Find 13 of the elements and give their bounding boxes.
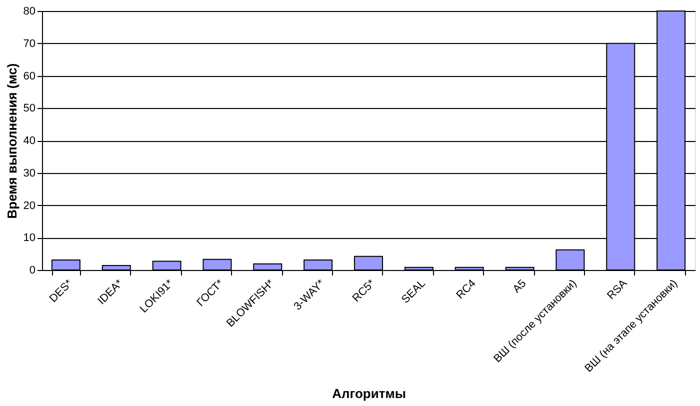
y-tick-label: 20 — [23, 200, 36, 212]
x-axis-title: Алгоритмы — [332, 386, 406, 402]
x-tick-label: A5 — [510, 278, 529, 296]
bar — [253, 263, 282, 270]
y-tick-label: 40 — [23, 135, 36, 147]
y-tick-label: 30 — [23, 167, 36, 180]
y-axis-title: Время выполнения (мс) — [4, 63, 20, 219]
y-tick-label: 60 — [23, 70, 36, 82]
y-tick-label: 10 — [23, 232, 36, 244]
y-tick-label: 50 — [23, 102, 36, 115]
y-tick-label: 70 — [23, 38, 36, 50]
y-tick-label: 0 — [29, 264, 36, 276]
y-tick-label: 80 — [23, 6, 36, 18]
